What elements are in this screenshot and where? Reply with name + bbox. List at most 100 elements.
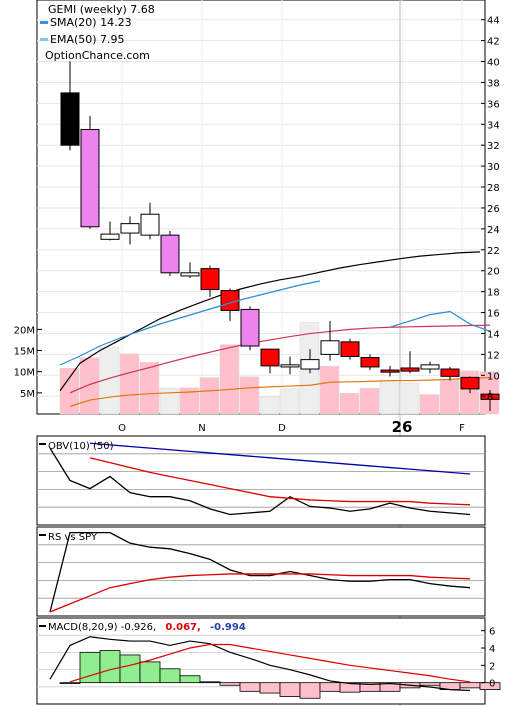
macd-histogram-bar [419, 682, 441, 686]
volume-bar [339, 393, 360, 415]
candle-body [240, 308, 260, 347]
price-tick-label: 32 [487, 141, 500, 152]
obv-grid [37, 453, 485, 508]
panel-series-line [49, 447, 471, 516]
panel-series-line [89, 442, 471, 475]
obv-panel-frame [36, 435, 486, 526]
sma-trail-line [59, 280, 321, 366]
macd-histogram-bar [479, 682, 501, 691]
sma20-line [389, 310, 491, 332]
volume-bars [59, 322, 500, 415]
macd-label-main: MACD(8,20,9) -0.926, [48, 622, 156, 633]
macd-label: MACD(8,20,9) -0.926, 0.067, -0.994 [48, 622, 246, 633]
price-tick-label: 8 [487, 392, 493, 403]
candle-body [460, 376, 480, 390]
rs-label: RS vs SPY [48, 532, 98, 543]
rs-label-marker [39, 534, 46, 536]
volume-tick-label: 5M [20, 389, 35, 400]
macd-histogram-bar [319, 682, 341, 692]
price-tick-label: 18 [487, 288, 500, 299]
volume-bar [159, 387, 180, 415]
candle-body [140, 213, 160, 236]
volume-bar [179, 387, 200, 415]
price-tick-label: 14 [487, 329, 500, 340]
candle-body [360, 357, 380, 368]
legend-ema-label: EMA(50) 7.95 [50, 33, 125, 46]
macd-histogram-bar [259, 682, 281, 694]
macd-tick-label: 4 [489, 644, 495, 655]
candle-body [280, 364, 300, 368]
volume-bar [119, 353, 140, 415]
candle-body [380, 369, 400, 373]
price-tick-label: 10 [487, 371, 500, 382]
candle-body [320, 340, 340, 355]
macd-histogram-bar [99, 650, 121, 684]
price-tick-label: 44 [487, 16, 500, 27]
macd-axis: 0 2 4 6 [481, 627, 495, 690]
legend-sma-swatch [40, 21, 48, 24]
macd-tick-label: 2 [489, 661, 495, 672]
rs-grid [37, 544, 485, 599]
candle-body [60, 92, 80, 146]
price-tick-label: 26 [487, 204, 500, 215]
volume-tick-label: 15M [14, 347, 35, 358]
price-tick-label: 40 [487, 58, 500, 69]
price-tick-label: 38 [487, 78, 500, 89]
price-tick-label: 24 [487, 225, 500, 236]
panel-series-line [49, 573, 471, 613]
macd-histogram-bar [299, 682, 321, 699]
volume-bar [259, 396, 280, 415]
candle-body [80, 129, 100, 228]
price-tick-label: 20 [487, 267, 500, 278]
macd-histogram-bar [219, 682, 241, 686]
candle-body [480, 393, 500, 400]
volume-bar [139, 362, 160, 415]
x-axis-label: N [198, 423, 205, 434]
macd-histogram-bar [199, 681, 221, 684]
price-tick-label: 12 [487, 350, 500, 361]
volume-bar [399, 382, 420, 415]
chart-title: GEMI (weekly) 7.68 [48, 3, 155, 16]
price-tick-label: 22 [487, 246, 500, 257]
volume-bar [239, 376, 260, 415]
volume-bar [419, 394, 440, 415]
candle-body [400, 367, 420, 372]
rs-panel-frame [36, 526, 486, 617]
legend: GEMI (weekly) 7.68 SMA(20) 14.23 EMA(50)… [40, 3, 155, 62]
source-label: OptionChance.com [45, 49, 150, 62]
panel-series-line [89, 457, 471, 506]
price-tick-label: 28 [487, 183, 500, 194]
volume-grid [121, 0, 463, 414]
volume-bar [319, 365, 340, 415]
macd-histogram-bar [139, 661, 161, 684]
macd-line [49, 636, 471, 692]
obv-lines [49, 442, 471, 516]
x-axis-label: O [118, 423, 126, 434]
obv-label-marker [39, 443, 46, 445]
price-tick-label: 36 [487, 99, 500, 110]
legend-ema-swatch [40, 38, 48, 41]
macd-histogram-bar [459, 682, 481, 689]
price-axis: 8 10 12 14 16 18 20 22 24 26 28 30 32 34 36 38 40 42 44 [481, 16, 500, 403]
volume-tick-label: 20M [14, 325, 35, 336]
volume-axis: 5M 10M 15M 20M [14, 325, 42, 400]
panel-series-line [49, 531, 471, 613]
sma-line [59, 280, 491, 366]
price-tick-label: 30 [487, 162, 500, 173]
candle-body [180, 272, 200, 277]
price-tick-label: 42 [487, 37, 500, 48]
obv-label: OBV(10) (50) [48, 441, 114, 452]
candle-body [340, 341, 360, 357]
price-tick-label: 34 [487, 120, 500, 131]
x-axis-label: D [278, 423, 286, 434]
candle-body [200, 268, 220, 291]
macd-histogram-bar [119, 654, 141, 684]
volume-bar [79, 357, 100, 415]
candle-body [120, 223, 140, 234]
candle-body [100, 233, 120, 240]
x-axis-label: 26 [392, 418, 413, 436]
macd-label-marker [39, 625, 46, 627]
candle-body [260, 348, 280, 367]
x-axis-label: F [459, 423, 465, 434]
macd-lines [49, 636, 471, 692]
